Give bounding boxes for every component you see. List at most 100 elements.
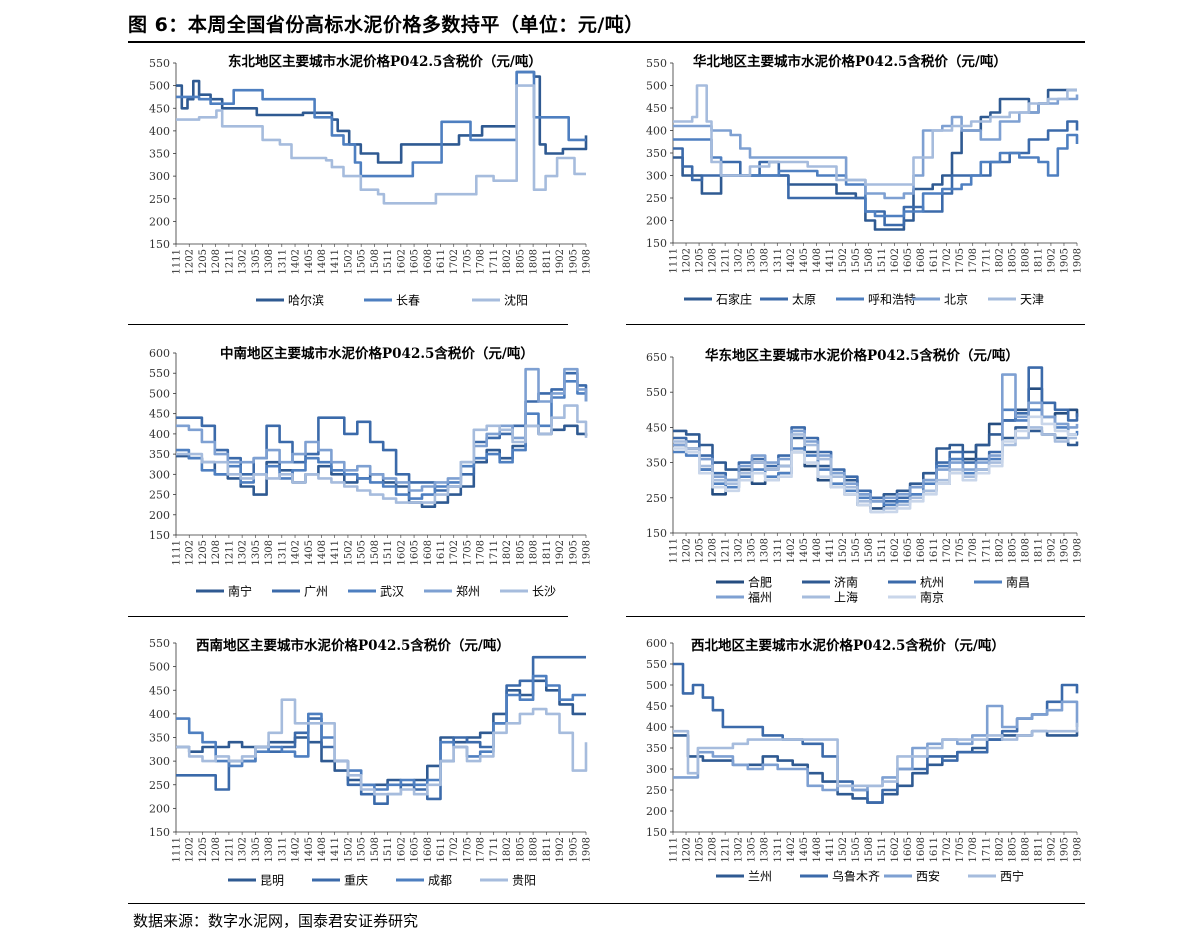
y-tick-label: 350	[149, 448, 170, 461]
x-tick-label: 1205	[695, 837, 706, 862]
x-tick-label: 1402	[786, 538, 797, 563]
y-tick-label: 550	[646, 658, 667, 671]
x-tick-label: 1905	[568, 837, 579, 862]
x-tick-label: 1505	[357, 249, 368, 274]
series-line-西安	[673, 700, 1079, 792]
x-tick-label: 1411	[825, 837, 836, 862]
x-tick-label: 1702	[449, 249, 460, 274]
x-tick-label: 1211	[721, 837, 732, 862]
x-tick-label: 1608	[916, 538, 927, 563]
x-tick-label: 1305	[251, 540, 262, 565]
legend-label: 上海	[834, 590, 858, 605]
x-tick-label: 1608	[916, 248, 927, 273]
x-tick-label: 1611	[436, 540, 447, 565]
x-tick-label: 1905	[1059, 837, 1070, 862]
y-tick-label: 150	[646, 237, 667, 250]
y-tick-label: 600	[646, 637, 667, 650]
x-tick-label: 1611	[929, 837, 940, 862]
y-tick-label: 400	[646, 721, 667, 734]
legend-label: 沈阳	[504, 293, 528, 308]
x-tick-label: 1808	[529, 249, 540, 274]
x-tick-label: 1805	[515, 540, 526, 565]
x-tick-label: 1408	[812, 248, 823, 273]
legend-label: 南昌	[1006, 575, 1030, 590]
y-tick-label: 550	[149, 637, 170, 650]
legend-label: 石家庄	[716, 292, 752, 307]
x-tick-label: 1808	[529, 837, 540, 862]
legend-label: 长沙	[532, 585, 556, 599]
x-tick-label: 1711	[981, 248, 992, 273]
chart-title: 华北地区主要城市水泥价格P042.5含税价（元/吨）	[693, 53, 1007, 70]
x-tick-label: 1502	[838, 538, 849, 563]
x-tick-label: 1711	[489, 540, 500, 565]
x-tick-label: 1702	[942, 248, 953, 273]
legend-label: 长春	[396, 294, 420, 308]
x-tick-label: 1311	[773, 837, 784, 862]
y-tick-label: 200	[646, 215, 667, 228]
x-tick-label: 1111	[669, 837, 680, 862]
panel-divider-right-1	[626, 324, 1085, 325]
x-tick-label: 1811	[542, 540, 553, 565]
y-tick-label: 250	[646, 192, 667, 205]
y-tick-label: 450	[149, 408, 170, 421]
x-tick-label: 1605	[410, 837, 421, 862]
x-tick-label: 1711	[981, 837, 992, 862]
x-tick-label: 1705	[955, 538, 966, 563]
series-line-哈尔滨	[176, 70, 588, 164]
x-tick-label: 1305	[251, 837, 262, 862]
x-tick-label: 1702	[449, 540, 460, 565]
source-note: 数据来源：数字水泥网，国泰君安证券研究	[133, 912, 419, 930]
x-tick-label: 1311	[277, 249, 288, 274]
series-line-太原	[673, 120, 1079, 227]
y-tick-label: 500	[646, 679, 667, 692]
y-tick-label: 200	[149, 215, 170, 228]
series-line-西宁	[673, 722, 1079, 788]
x-tick-label: 1502	[343, 540, 354, 565]
y-tick-label: 450	[149, 102, 170, 115]
y-tick-label: 150	[646, 527, 667, 540]
series-line-昆明	[176, 679, 586, 787]
chart-title: 中南地区主要城市水泥价格P042.5含税价（元/吨）	[220, 345, 534, 362]
legend-label: 北京	[944, 293, 968, 307]
x-tick-label: 1411	[825, 248, 836, 273]
x-tick-label: 1605	[410, 540, 421, 565]
legend-label: 昆明	[260, 874, 284, 888]
y-tick-label: 400	[149, 125, 170, 138]
x-tick-label: 1302	[238, 837, 249, 862]
y-tick-label: 150	[646, 826, 667, 839]
x-tick-label: 1405	[304, 837, 315, 862]
panel-divider-left-1	[128, 324, 568, 325]
x-tick-label: 1402	[291, 249, 302, 274]
x-tick-label: 1208	[211, 540, 222, 565]
x-tick-label: 1511	[877, 248, 888, 273]
x-tick-label: 1608	[916, 837, 927, 862]
x-tick-label: 1905	[1059, 248, 1070, 273]
x-tick-label: 1611	[436, 249, 447, 274]
x-tick-label: 1211	[224, 540, 235, 565]
x-tick-label: 1405	[799, 538, 810, 563]
legend-label: 西宁	[1000, 869, 1024, 884]
x-tick-label: 1802	[994, 538, 1005, 563]
series-line-长沙	[176, 404, 588, 504]
x-tick-label: 1902	[555, 837, 566, 862]
legend-label: 乌鲁木齐	[832, 869, 880, 884]
x-tick-label: 1511	[383, 540, 394, 565]
series-line-成都	[176, 674, 586, 791]
x-tick-label: 1608	[423, 837, 434, 862]
x-tick-label: 1605	[903, 248, 914, 273]
x-tick-label: 1111	[172, 837, 183, 862]
y-tick-label: 250	[149, 779, 170, 792]
bottom-rule	[128, 903, 1085, 904]
x-tick-label: 1811	[1033, 837, 1044, 862]
x-tick-label: 1411	[330, 837, 341, 862]
y-tick-label: 250	[646, 492, 667, 505]
y-tick-label: 150	[149, 238, 170, 251]
x-tick-label: 1608	[423, 249, 434, 274]
x-tick-label: 1408	[317, 249, 328, 274]
x-tick-label: 1208	[708, 538, 719, 563]
x-tick-label: 1811	[1033, 538, 1044, 563]
x-tick-label: 1308	[264, 540, 275, 565]
x-tick-label: 1508	[864, 538, 875, 563]
x-tick-label: 1805	[1007, 538, 1018, 563]
